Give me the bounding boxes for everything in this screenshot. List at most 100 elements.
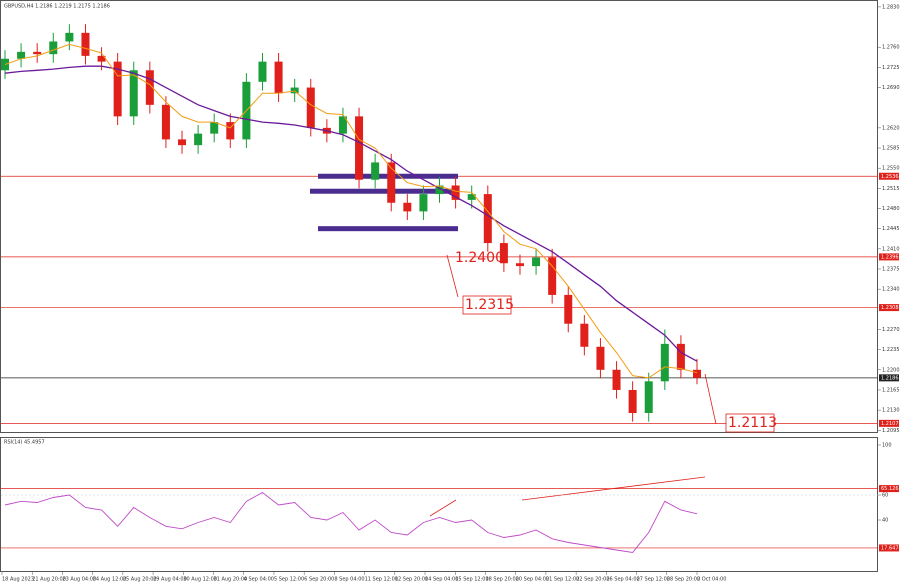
- candle-body: [515, 263, 524, 267]
- x-tick-label: 14 Sep 04:00: [425, 577, 458, 583]
- x-tick-label: 21 Sep 12:00: [546, 577, 579, 583]
- candle-body: [65, 32, 74, 42]
- candle-body: [499, 243, 508, 264]
- x-tick-label: 20 Sep 04:00: [516, 577, 549, 583]
- y-tick-label: 1.2375: [882, 266, 900, 272]
- y-tick-label: 1.2480: [882, 206, 900, 212]
- y-tick-label: 100: [882, 443, 892, 449]
- candle-body: [226, 122, 235, 140]
- y-tick-label: 1.2445: [882, 226, 900, 232]
- y-tick-label: 1.2340: [882, 287, 900, 293]
- projection-line: [446, 254, 459, 298]
- candle-body: [387, 162, 396, 203]
- y-tick-label: 1.2725: [882, 65, 900, 71]
- candle-body: [33, 51, 42, 55]
- candle-body: [355, 116, 364, 180]
- x-tick-label: 2 Oct 04:00: [697, 577, 726, 583]
- level-label: 65.1261: [881, 486, 900, 492]
- x-tick-label: 15 Sep 12:00: [455, 577, 488, 583]
- candle-body: [660, 343, 669, 382]
- x-tick-label: 8 Sep 04:00: [334, 577, 364, 583]
- candle-body: [596, 346, 605, 370]
- x-tick-label: 12 Sep 20:00: [395, 577, 428, 583]
- rsi-line: [4, 491, 698, 553]
- level-tag: [879, 485, 899, 493]
- x-tick-label: 28 Sep 20:00: [667, 577, 700, 583]
- candle-body: [306, 87, 315, 128]
- x-tick-label: 4 Sep 04:00: [244, 577, 274, 583]
- candle-body: [97, 55, 106, 62]
- x-tick-label: 25 Aug 20:00: [123, 577, 157, 583]
- level-label: 1.2396: [881, 254, 899, 260]
- x-tick-label: 26 Sep 04:00: [606, 577, 639, 583]
- x-tick-label: 22 Sep 20:00: [576, 577, 609, 583]
- main-panel: [0, 0, 878, 433]
- candle-body: [371, 162, 380, 180]
- level-label: 1.2186: [881, 375, 899, 381]
- candle-body: [580, 323, 589, 347]
- level-tag: [879, 374, 899, 382]
- y-tick-label: 1.2130: [882, 408, 900, 414]
- x-tick-label: 6 Sep 20:00: [304, 577, 334, 583]
- y-tick-label: 1.2200: [882, 367, 900, 373]
- candle-body: [129, 70, 138, 117]
- y-tick-label: 1.2165: [882, 387, 900, 393]
- candle-body: [419, 194, 428, 212]
- level-tag: [879, 172, 899, 180]
- candle-body: [290, 87, 299, 94]
- y-tick-label: 1.2410: [882, 246, 900, 252]
- y-tick-label: 1.2270: [882, 327, 900, 333]
- x-tick-label: 23 Aug 04:00: [62, 577, 96, 583]
- slow-ma: [4, 65, 698, 362]
- level-label: 17.6471: [881, 545, 900, 551]
- candle-body: [49, 41, 58, 55]
- y-tick-label: 1.2760: [882, 45, 900, 51]
- y-tick-label: 1.2235: [882, 347, 900, 353]
- candle-body: [258, 61, 267, 82]
- rsi-label: RSI(14) 45.4957: [4, 440, 45, 446]
- candle-body: [178, 139, 187, 146]
- fast-ma: [4, 43, 698, 379]
- level-label: 1.2308: [881, 305, 899, 311]
- y-tick-label: 40: [882, 518, 888, 524]
- candle-body: [194, 133, 203, 146]
- y-tick-label: 1.2830: [882, 4, 900, 10]
- level-tag: [879, 253, 899, 261]
- candle-body: [274, 61, 283, 94]
- candle-body: [403, 202, 412, 212]
- zone-bar: [310, 188, 452, 194]
- level-label: 1.2536: [881, 174, 899, 180]
- projection-line: [704, 373, 717, 425]
- level-tag: [879, 544, 899, 552]
- candle-body: [161, 104, 170, 140]
- level-tag: [879, 304, 899, 312]
- x-tick-label: 18 Aug 2023: [2, 577, 34, 583]
- x-tick-label: 27 Sep 12:00: [637, 577, 670, 583]
- candle-body: [1, 58, 9, 71]
- y-tick-label: 1.2690: [882, 85, 900, 91]
- candle-body: [483, 194, 492, 244]
- candle-body: [612, 369, 621, 390]
- x-tick-label: 24 Aug 12:00: [93, 577, 127, 583]
- x-tick-label: 21 Aug 20:00: [32, 577, 66, 583]
- x-tick-label: 30 Aug 12:00: [183, 577, 217, 583]
- candle-body: [435, 185, 444, 195]
- candle-body: [113, 61, 122, 117]
- candle-body: [81, 32, 90, 56]
- x-tick-label: 5 Sep 12:00: [274, 577, 304, 583]
- chart-title: GBPUSD,H4 1.2186 1.2219 1.2175 1.2186: [4, 4, 110, 10]
- x-tick-label: 18 Sep 20:00: [485, 577, 518, 583]
- candle-body: [548, 257, 557, 295]
- x-tick-label: 29 Aug 04:00: [153, 577, 187, 583]
- candle-body: [564, 294, 573, 324]
- candle-body: [145, 70, 154, 105]
- y-tick-label: 1.2095: [882, 428, 900, 434]
- annotation: 1.2113: [728, 415, 777, 431]
- candle-body: [628, 389, 637, 413]
- annotation: 1.2400: [455, 250, 504, 266]
- level-label: 1.2107: [881, 421, 899, 427]
- candle-body: [693, 369, 701, 378]
- candle-body: [338, 116, 347, 134]
- trend-line: [429, 499, 457, 517]
